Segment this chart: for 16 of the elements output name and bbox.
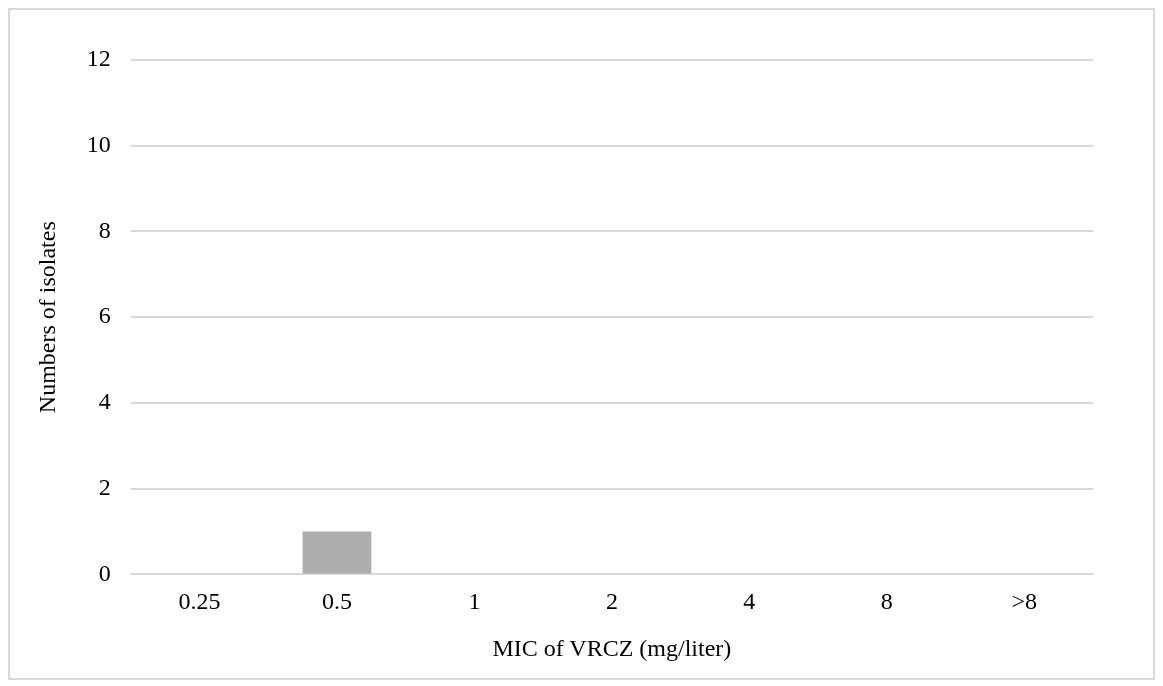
x-tick-label: 2 (605, 588, 618, 615)
y-tick-label: 10 (86, 131, 111, 158)
y-tick-label: 6 (98, 302, 111, 329)
x-axis-title: MIC of VRCZ (mg/liter) (492, 634, 732, 661)
x-tick-label: 0.5 (321, 588, 352, 615)
x-tick-label: 4 (743, 588, 756, 615)
y-tick-label: 4 (98, 388, 111, 415)
y-tick-label: 0 (98, 559, 111, 586)
x-tick-label: 0.25 (178, 588, 221, 615)
y-tick-label: 2 (98, 473, 111, 500)
x-tick-label: >8 (1011, 588, 1038, 615)
y-tick-label: 8 (98, 216, 111, 243)
x-tick-label: 1 (468, 588, 481, 615)
x-tick-label: 8 (880, 588, 893, 615)
y-tick-label: 12 (86, 45, 111, 72)
y-axis-title: Numbers of isolates (33, 221, 60, 414)
